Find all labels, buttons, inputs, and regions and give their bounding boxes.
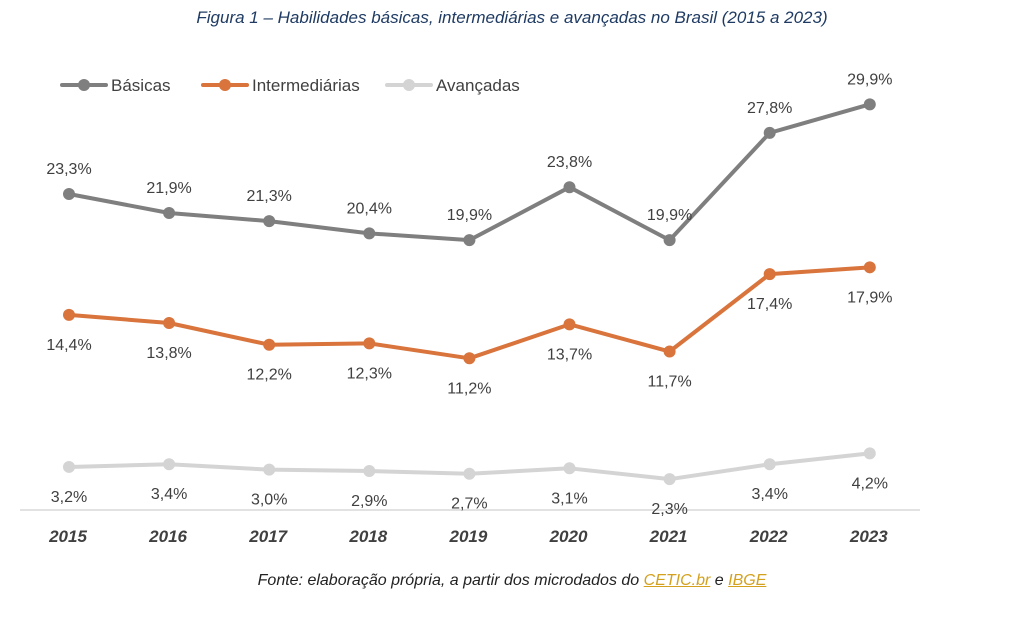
x-tick-label: 2017 — [248, 527, 288, 546]
data-label: 17,9% — [847, 289, 892, 306]
data-label: 12,3% — [347, 365, 392, 382]
data-label: 4,2% — [852, 475, 888, 492]
data-point — [163, 206, 176, 219]
data-label: 11,2% — [447, 380, 491, 397]
data-label: 13,7% — [547, 346, 592, 363]
data-point — [463, 467, 476, 480]
series-2: 3,2% 3,4% 3,0% 2,9% 2,7% 3,1% 2,3% 3,4% 4,2% — [51, 447, 888, 518]
data-point — [263, 463, 276, 476]
x-tick-label: 2018 — [348, 527, 387, 546]
data-point — [463, 352, 476, 365]
data-label: 29,9% — [847, 71, 892, 88]
legend-swatch-marker — [403, 79, 415, 91]
data-point — [763, 458, 776, 471]
data-point — [563, 318, 576, 331]
series-1: 14,4% 13,8% 12,2% 12,3% 11,2% 13,7% 11,7% 17,4%… — [46, 261, 892, 397]
data-label: 17,4% — [747, 296, 792, 313]
legend: Básicas Intermediárias Avançadas — [60, 76, 520, 95]
x-tick-label: 2020 — [549, 527, 588, 546]
data-point — [563, 462, 576, 475]
legend-swatch-marker — [78, 79, 90, 91]
data-point — [763, 126, 776, 139]
data-label: 2,3% — [651, 501, 687, 518]
source-note: Fonte: elaboração própria, a partir dos … — [0, 572, 1024, 590]
source-link-cetic[interactable]: CETIC.br — [643, 572, 711, 589]
x-axis-ticks: 2015 2016 2017 2018 2019 2020 2021 2022 2023 — [48, 527, 888, 546]
data-point — [763, 268, 776, 281]
legend-label: Avançadas — [436, 76, 520, 95]
x-tick-label: 2022 — [749, 527, 788, 546]
data-label: 21,9% — [146, 180, 191, 197]
data-point — [363, 337, 376, 350]
chart-title: Figura 1 – Habilidades básicas, intermed… — [196, 8, 828, 27]
data-point — [863, 98, 876, 111]
legend-item-0: Básicas — [60, 76, 171, 95]
data-label: 2,7% — [451, 496, 487, 513]
legend-swatch-marker — [219, 79, 231, 91]
data-label: 27,8% — [747, 100, 792, 117]
data-label: 14,4% — [46, 337, 91, 354]
legend-item-2: Avançadas — [385, 76, 520, 95]
data-point — [363, 465, 376, 478]
data-point — [563, 181, 576, 194]
x-tick-label: 2021 — [649, 527, 688, 546]
data-label: 3,0% — [251, 492, 287, 509]
data-point — [63, 460, 75, 473]
data-label: 2,9% — [351, 493, 387, 510]
data-point — [163, 458, 176, 471]
data-label: 20,4% — [347, 200, 392, 217]
series-0: 23,3% 21,9% 21,3% 20,4% 19,9% 23,8% 19,9% 27,8%… — [46, 71, 892, 247]
x-tick-label: 2015 — [48, 527, 87, 546]
data-point — [63, 308, 75, 321]
data-point — [363, 227, 376, 240]
data-label: 12,2% — [247, 367, 292, 384]
source-link-ibge[interactable]: IBGE — [728, 572, 767, 589]
data-label: 23,3% — [46, 161, 91, 178]
series-layer: 23,3% 21,9% 21,3% 20,4% 19,9% 23,8% 19,9% 27,8%… — [46, 71, 892, 518]
data-label: 3,4% — [751, 486, 787, 503]
data-label: 19,9% — [447, 207, 492, 224]
legend-label: Básicas — [111, 76, 171, 95]
data-label: 23,8% — [547, 154, 592, 171]
legend-item-1: Intermediárias — [201, 76, 360, 95]
source-joiner: e — [714, 572, 724, 589]
data-label: 19,9% — [647, 207, 692, 224]
data-label: 11,7% — [648, 374, 692, 391]
data-label: 3,2% — [51, 489, 87, 506]
data-label: 21,3% — [247, 188, 292, 205]
data-point — [463, 234, 476, 247]
data-label: 3,4% — [151, 486, 187, 503]
data-label: 13,8% — [146, 345, 191, 362]
data-point — [663, 473, 676, 486]
data-label: 3,1% — [551, 490, 587, 507]
data-point — [863, 447, 876, 460]
data-point — [163, 316, 176, 329]
legend-label: Intermediárias — [252, 76, 360, 95]
data-point — [663, 345, 676, 358]
data-point — [63, 187, 75, 200]
source-text: Fonte: elaboração própria, a partir dos … — [257, 572, 640, 589]
x-tick-label: 2019 — [448, 527, 487, 546]
x-tick-label: 2016 — [148, 527, 187, 546]
data-point — [863, 261, 876, 274]
x-tick-label: 2023 — [849, 527, 888, 546]
data-point — [263, 338, 276, 351]
data-point — [663, 234, 676, 247]
data-point — [263, 215, 276, 228]
